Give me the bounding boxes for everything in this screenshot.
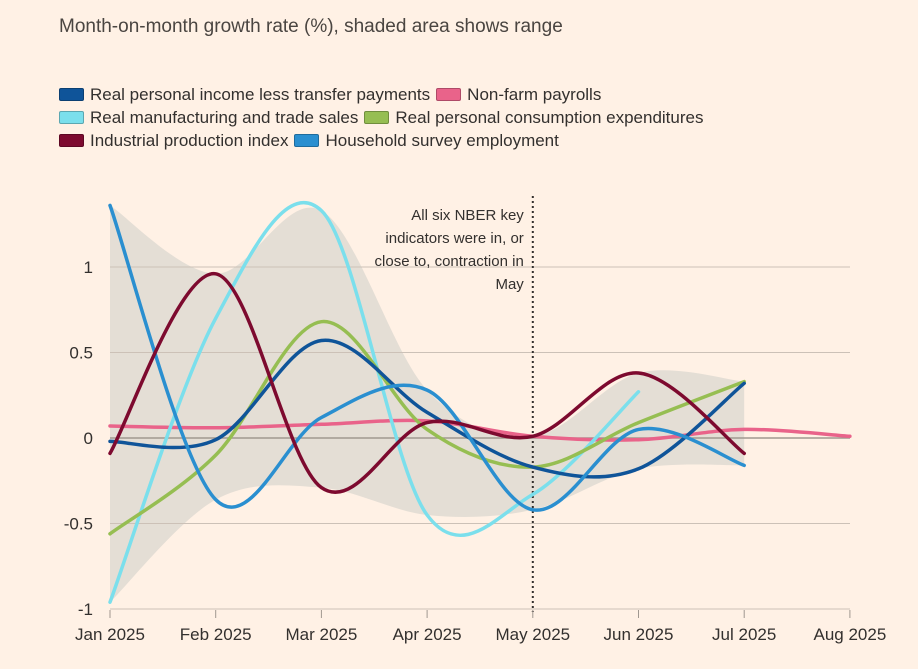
y-tick-label: -0.5 <box>64 515 93 534</box>
axis-layer: -1 -0.5 0 0.5 1 Jan 2025 Feb 2025 Mar 2025 Apr 2… <box>64 258 887 644</box>
series-line-real-personal-consumption-expenditures <box>108 319 746 536</box>
legend-item-non-farm-payrolls: Non-farm payrolls <box>436 83 601 106</box>
series-line-real-manufacturing-and-trade-sales <box>108 201 641 604</box>
chart-subtitle: Month-on-month growth rate (%), shaded a… <box>59 16 563 37</box>
legend-label: Industrial production index <box>90 131 289 150</box>
legend-item-personal-income: Real personal income less transfer payme… <box>59 83 430 106</box>
series-layer <box>108 201 852 604</box>
annotation-text: close to, contraction in <box>375 253 524 270</box>
y-tick-label: 0 <box>84 429 93 448</box>
x-tick-label: Mar 2025 <box>285 625 357 644</box>
chart-legend: Real personal income less transfer payme… <box>59 83 819 152</box>
x-tick-label: Jul 2025 <box>712 625 776 644</box>
annotation-layer: All six NBER key indicators were in, or cl… <box>375 196 534 612</box>
legend-row: Real personal income less transfer payme… <box>59 83 819 106</box>
legend-item-manufacturing-sales: Real manufacturing and trade sales <box>59 106 358 129</box>
legend-label: Real manufacturing and trade sales <box>90 108 359 127</box>
legend-item-consumption-expenditures: Real personal consumption expenditures <box>364 106 703 129</box>
legend-row: Industrial production index Household su… <box>59 129 819 152</box>
range-band-layer <box>110 205 745 603</box>
legend-label: Household survey employment <box>325 131 559 150</box>
legend-swatch <box>294 134 320 147</box>
legend-row: Real manufacturing and trade sales Real … <box>59 106 819 129</box>
legend-label: Real personal income less transfer payme… <box>90 85 431 104</box>
x-tick-label: Jun 2025 <box>604 625 674 644</box>
series-line-real-personal-income-less-transfer-payments <box>108 338 746 479</box>
legend-item-household-employment: Household survey employment <box>294 129 559 152</box>
series-line-household-survey-employment <box>108 203 746 512</box>
series-line-industrial-production-index <box>108 272 746 494</box>
legend-swatch <box>59 111 84 124</box>
legend-swatch <box>436 88 462 101</box>
x-tick-label: Jan 2025 <box>75 625 145 644</box>
legend-label: Real personal consumption expenditures <box>395 108 704 127</box>
x-tick-label: Feb 2025 <box>180 625 252 644</box>
legend-label: Non-farm payrolls <box>467 85 602 104</box>
x-tick-label: Aug 2025 <box>814 625 887 644</box>
annotation-text: All six NBER key <box>411 207 524 224</box>
x-tick-label: May 2025 <box>495 625 570 644</box>
annotation-text: May <box>495 276 524 293</box>
range-band <box>110 205 745 603</box>
y-tick-label: 1 <box>84 258 93 277</box>
legend-item-industrial-production: Industrial production index <box>59 129 288 152</box>
legend-swatch <box>59 134 84 147</box>
annotation-text: indicators were in, or <box>385 230 523 247</box>
y-tick-label: -1 <box>78 600 93 619</box>
legend-swatch <box>364 111 390 124</box>
legend-swatch <box>59 88 84 101</box>
x-tick-label: Apr 2025 <box>393 625 462 644</box>
y-tick-label: 0.5 <box>69 344 93 363</box>
